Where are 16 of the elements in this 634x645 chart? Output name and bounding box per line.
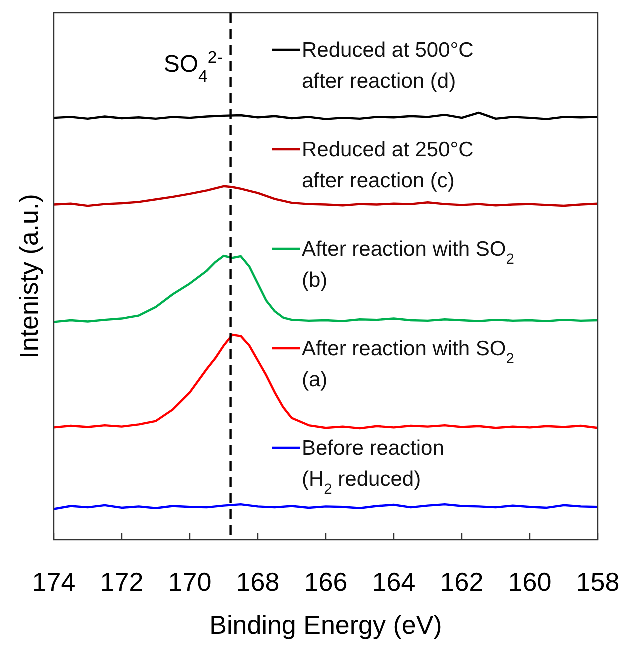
x-tick-label: 172 [100,567,144,597]
x-tick-label: 164 [372,567,416,597]
legend-label: Reduced at 250°C after reaction (c) [302,138,474,192]
x-tick-label: 160 [508,567,552,597]
x-tick-label: 170 [168,567,212,597]
x-tick-label: 162 [440,567,484,597]
legend-label: Reduced at 500°C after reaction (d) [302,39,474,93]
x-tick-label: 166 [304,567,348,597]
x-tick-label: 174 [32,567,76,597]
x-axis-title: Binding Energy (eV) [210,610,442,640]
x-tick-label: 168 [236,567,280,597]
x-tick-label: 158 [576,567,620,597]
legend-label: Before reaction (H$_{2}$ reduced) [302,437,444,498]
text: After reaction with SO$_{2}$ (b) [302,238,514,292]
y-axis-title: Intenisty (a.u.) [14,194,44,359]
text: After reaction with SO$_{2}$ (a) [302,338,514,392]
